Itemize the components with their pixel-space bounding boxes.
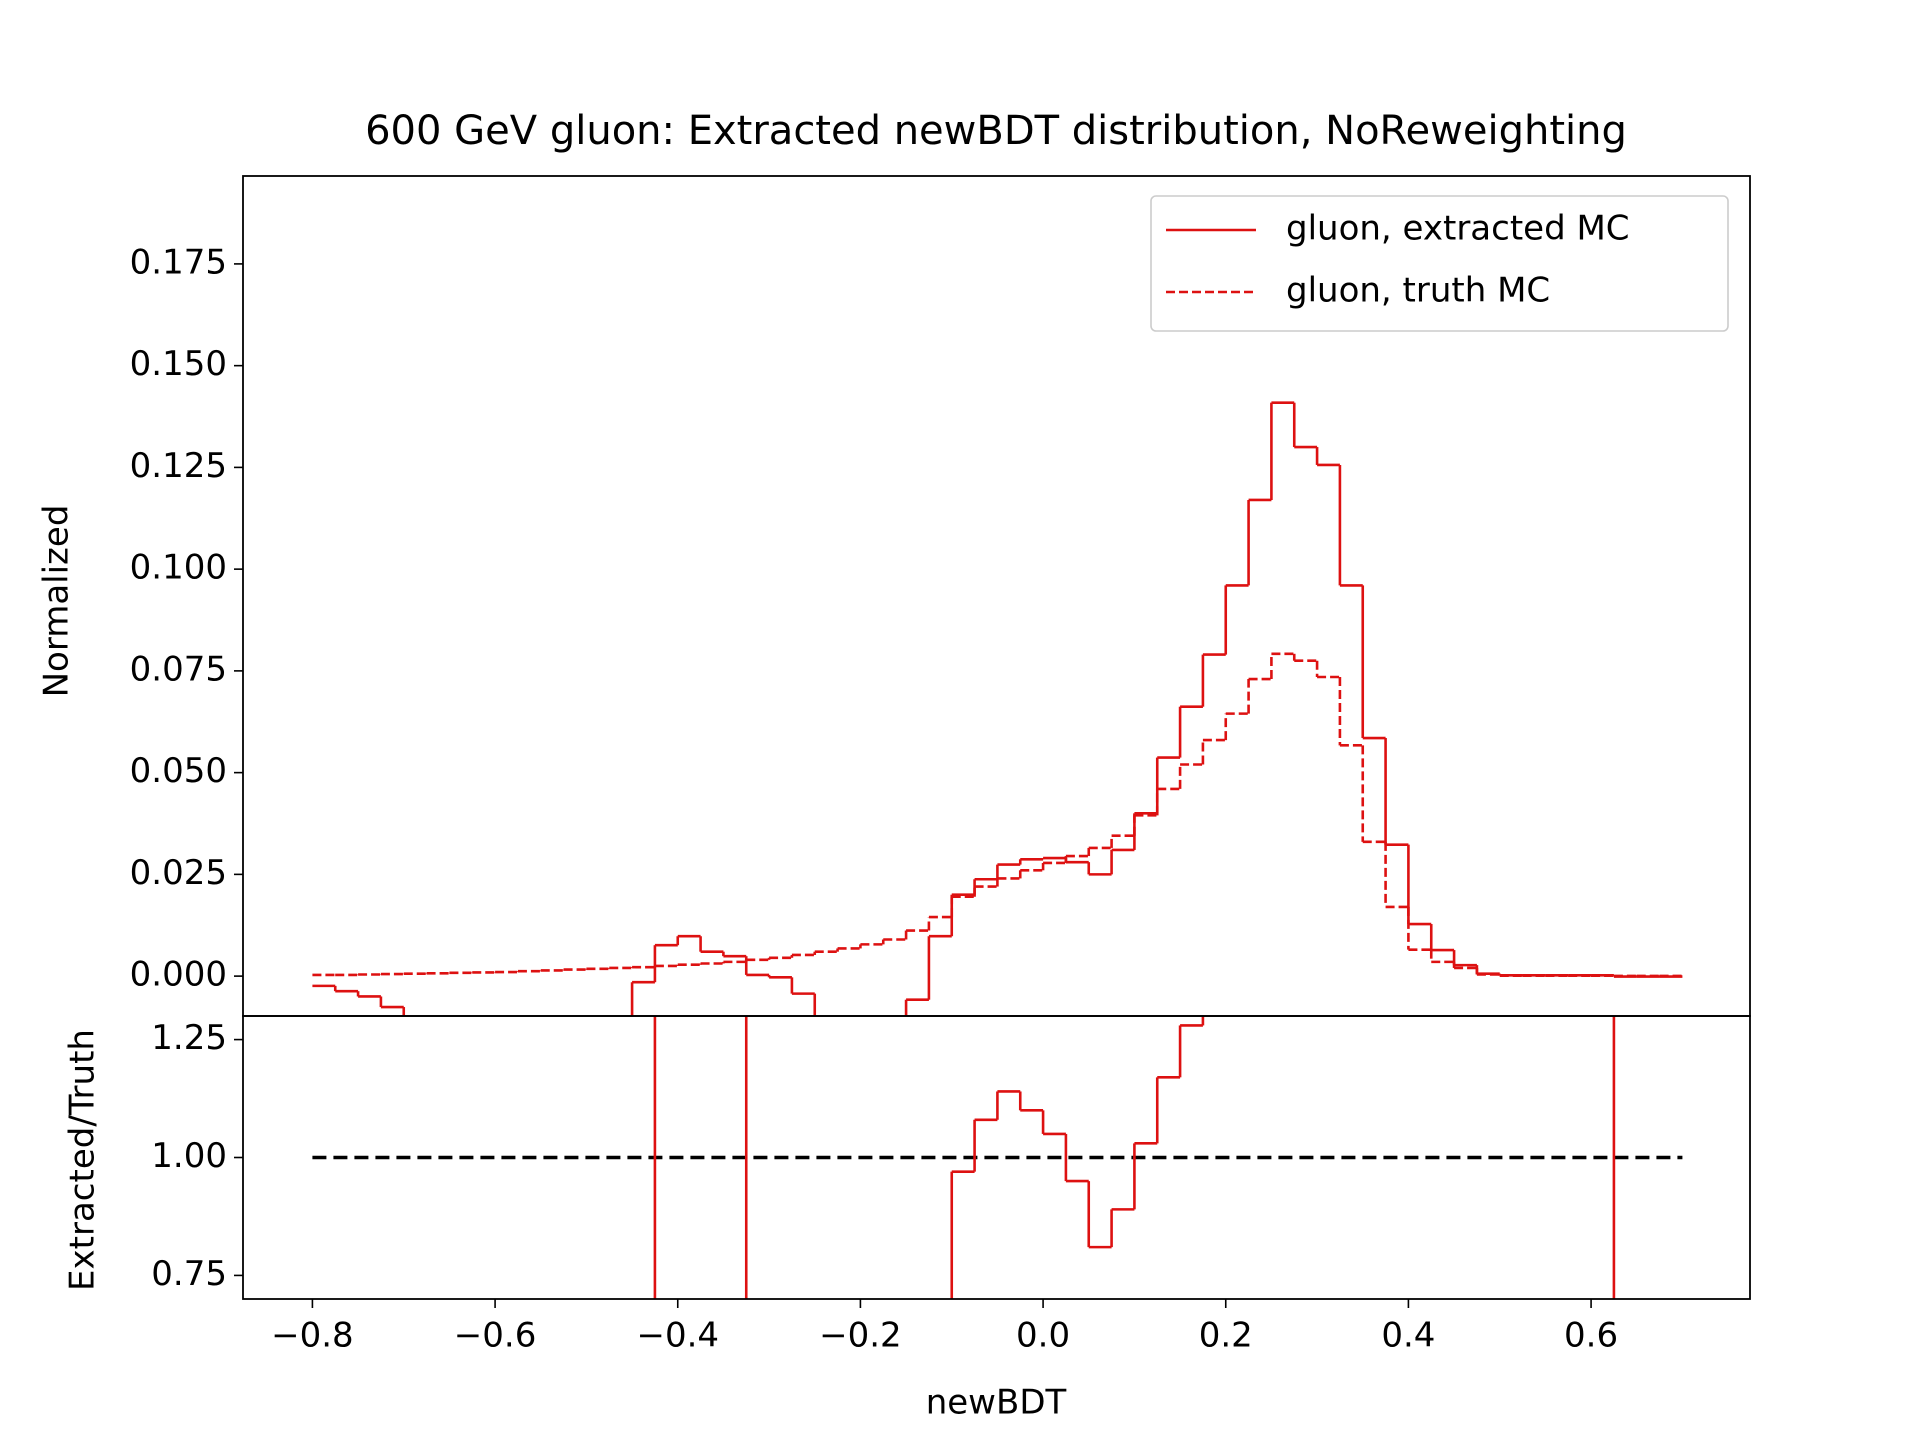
- x-tick-label: −0.6: [454, 1316, 537, 1356]
- x-tick-label: 0.6: [1564, 1316, 1618, 1356]
- x-tick-label: 0.2: [1199, 1316, 1253, 1356]
- y-tick-label: 0.100: [130, 548, 227, 588]
- ratio-plot: [312, 1016, 1683, 1299]
- y-tick-label: 1.25: [151, 1018, 227, 1058]
- legend-box: [1150, 195, 1729, 332]
- y-tick-label: 0.050: [130, 751, 227, 791]
- x-axis-label: newBDT: [926, 1383, 1067, 1423]
- x-tick-label: 0.4: [1381, 1316, 1435, 1356]
- y-tick-label: 0.025: [130, 853, 227, 893]
- main-plot: [312, 401, 1683, 1016]
- x-tick-label: 0.0: [1016, 1316, 1070, 1356]
- y-tick-label: 0.075: [130, 649, 227, 689]
- y-tick-label: 0.175: [130, 242, 227, 282]
- ratio-y-axis-label: Extracted/Truth: [63, 1029, 103, 1291]
- legend-label: gluon, extracted MC: [1286, 209, 1630, 249]
- x-tick-label: −0.4: [636, 1316, 719, 1356]
- legend-label: gluon, truth MC: [1286, 271, 1550, 311]
- y-tick-label: 0.125: [130, 446, 227, 486]
- chart-title: 600 GeV gluon: Extracted newBDT distribu…: [365, 108, 1627, 154]
- y-tick-label: 0.150: [130, 344, 227, 384]
- y-tick-label: 0.000: [130, 955, 227, 995]
- x-tick-label: −0.8: [271, 1316, 354, 1356]
- x-tick-label: −0.2: [819, 1316, 902, 1356]
- axes-frame: [242, 1015, 1751, 1300]
- y-tick-label: 1.00: [151, 1136, 227, 1176]
- y-axis-label: Normalized: [37, 505, 77, 698]
- y-tick-label: 0.75: [151, 1254, 227, 1294]
- axes: 0.000 0.025 0.050 0.075 0.100 0.125 0.150 0.175…: [130, 175, 1751, 1356]
